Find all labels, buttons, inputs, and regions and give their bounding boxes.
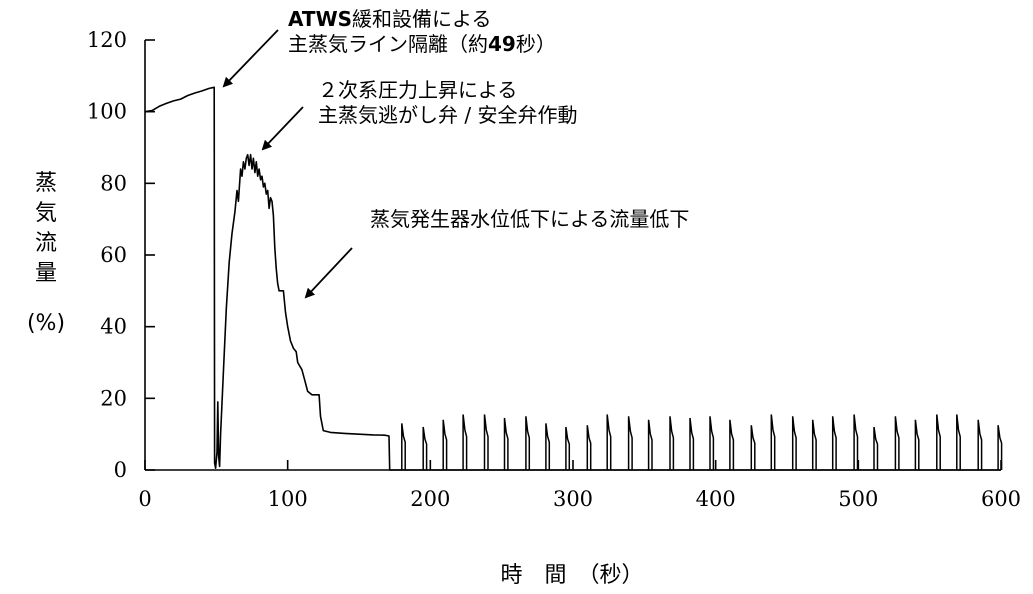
pulse-spike [422,426,428,470]
annotation-1-line-1: ATWS緩和設備による [288,7,491,31]
y-tick-label: 120 [87,28,127,52]
annotation-2-line-2: 主蒸気逃がし弁 / 安全弁作動 [318,103,577,127]
pulse-spike [503,417,509,470]
pulse-spike [709,416,715,470]
x-tick-label: 400 [696,487,736,511]
pulse-spike [873,426,879,470]
pulse-spike [977,419,983,470]
pulse-spike [997,425,1003,470]
pulse-spike [627,416,633,470]
pulse-spike [606,414,612,470]
pulse-spike [750,425,756,470]
pulse-spike [894,416,900,470]
pulse-spike [853,414,859,470]
pulse-spike [791,416,797,470]
x-tick-label: 500 [838,487,878,511]
x-ticks: 0 100 200 300 400 500 600 [138,460,1021,511]
pulse-spike [647,419,653,470]
pulse-spike [936,414,941,470]
pulse-spike [689,417,695,470]
annotation-1-arrow [222,29,279,88]
pulse-spike [565,426,571,470]
y-axis-label-char-3: 流 [35,231,57,256]
pulse-spike [483,414,489,470]
annotation-2-line-1: ２次系圧力上昇による [318,78,517,102]
y-axis-label-char-4: 量 [35,261,57,286]
pulse-spike [831,416,837,470]
annotation-1-line-2: 主蒸気ライン隔離（約49秒） [288,32,556,56]
x-axis-label: 時 間 （秒） [500,563,643,588]
y-tick-label: 0 [114,458,127,482]
y-ticks: 0 20 40 60 80 100 120 [87,28,155,482]
pulse-spike [914,419,920,470]
pulse-spike [442,419,448,470]
pulse-spike [956,414,961,470]
pulse-spike [401,423,406,470]
x-tick-label: 300 [553,487,593,511]
y-tick-label: 60 [100,243,127,267]
pulse-spike [811,419,817,470]
x-tick-label: 600 [981,487,1021,511]
pulse-spike [545,423,551,470]
y-tick-label: 20 [100,386,127,410]
pulse-spikes [401,414,1003,470]
pulse-spike [669,416,675,470]
x-tick-label: 200 [410,487,450,511]
pulse-spike [729,419,735,470]
y-tick-label: 40 [100,315,127,339]
pulse-spike [770,414,776,470]
y-axis-unit: (%) [27,311,65,336]
x-tick-label: 0 [138,487,151,511]
series-line-steam-flow [144,86,1001,471]
annotation-2-arrow [261,106,304,151]
pulse-spike [586,425,592,470]
pulse-spike [462,414,468,470]
annotation-3-line-1: 蒸気発生器水位低下による流量低下 [370,207,689,231]
x-tick-label: 100 [268,487,308,511]
annotation-3-arrow [304,247,353,299]
y-axis-label-char-1: 蒸 [35,171,57,196]
pulse-spike [525,416,531,470]
y-axis-label-char-2: 気 [35,201,57,226]
y-tick-label: 100 [87,100,127,124]
y-tick-label: 80 [100,171,127,195]
